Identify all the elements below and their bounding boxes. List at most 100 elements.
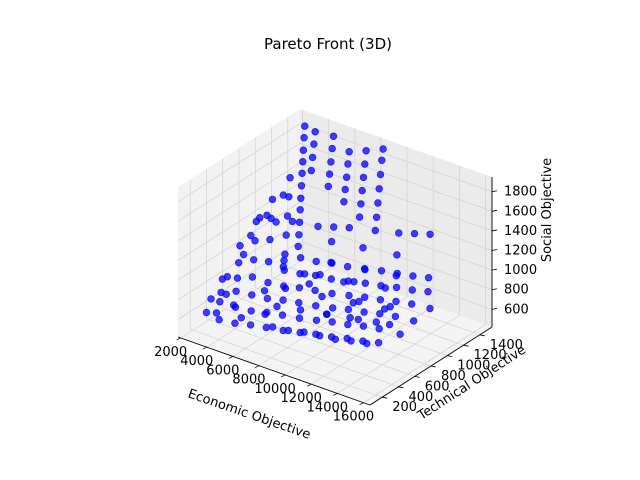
x-axis-line	[177, 336, 371, 406]
x-tick-label: 12000	[281, 391, 322, 406]
data-point	[376, 310, 384, 318]
data-point	[282, 231, 290, 239]
data-point	[392, 272, 400, 280]
data-point	[215, 315, 223, 324]
x-tick-label: 10000	[254, 382, 295, 397]
data-point	[218, 275, 227, 283]
data-points	[202, 122, 434, 348]
data-point	[361, 160, 369, 168]
data-point	[316, 271, 324, 279]
data-point	[345, 291, 353, 300]
data-point	[322, 310, 331, 318]
data-point	[299, 158, 307, 166]
data-point	[310, 140, 318, 148]
data-point	[296, 306, 305, 314]
y-tick-mark	[447, 355, 453, 357]
data-point	[235, 259, 243, 267]
data-point	[300, 328, 308, 336]
x-tick-label: 14000	[307, 400, 348, 415]
z-tick-mark	[491, 209, 498, 212]
data-point	[328, 144, 336, 153]
data-point	[268, 323, 277, 331]
data-point	[312, 257, 320, 266]
data-point	[343, 262, 352, 271]
data-point	[346, 314, 354, 322]
data-point	[349, 299, 357, 307]
data-point	[311, 128, 319, 136]
z-tick-label: 1800	[504, 185, 537, 200]
data-point	[361, 279, 369, 287]
data-point	[408, 300, 416, 308]
data-point	[305, 280, 313, 288]
data-point	[327, 275, 335, 283]
data-point	[340, 278, 348, 286]
data-point	[344, 160, 352, 168]
data-point	[236, 242, 244, 250]
y-tick-mark	[414, 376, 420, 378]
z-tick-label: 1000	[504, 263, 537, 278]
data-point	[392, 283, 401, 292]
data-point	[350, 278, 358, 286]
data-point	[222, 290, 230, 298]
y-gridline-floor	[238, 297, 432, 367]
z-tick-mark	[491, 307, 498, 310]
data-point	[381, 284, 389, 292]
y-tick-label: 600	[425, 379, 450, 394]
data-point	[361, 293, 369, 301]
data-point	[377, 267, 386, 275]
data-point	[376, 296, 385, 304]
data-point	[239, 250, 248, 259]
data-point	[261, 310, 269, 318]
data-point	[391, 312, 400, 321]
z-tick-label: 600	[504, 302, 529, 317]
data-point	[288, 217, 297, 226]
z-tick-label: 1600	[504, 204, 537, 219]
data-point	[295, 299, 303, 307]
data-point	[308, 153, 317, 162]
data-point	[318, 292, 326, 301]
data-point	[325, 170, 334, 178]
z-tick-label: 800	[504, 283, 529, 298]
z-tick-mark	[491, 249, 498, 251]
data-point	[300, 134, 308, 142]
z-gridline-left	[177, 142, 301, 222]
data-point	[312, 316, 321, 324]
data-point	[392, 297, 400, 306]
z-tick-label: 1200	[504, 244, 537, 259]
data-point	[340, 198, 348, 206]
data-point	[295, 284, 304, 292]
data-point	[281, 250, 289, 258]
data-point	[247, 231, 255, 240]
data-point	[284, 326, 292, 335]
data-point	[396, 330, 404, 338]
x-tick-mark	[359, 402, 364, 406]
z-tick-mark	[491, 268, 498, 271]
x-tick-mark	[202, 346, 207, 350]
data-point	[296, 206, 304, 214]
y-tick-mark	[479, 334, 485, 337]
chart-title: Pareto Front (3D)	[264, 35, 392, 53]
data-point	[314, 222, 322, 231]
data-point	[248, 273, 257, 281]
data-point	[294, 242, 302, 251]
data-point	[283, 212, 292, 220]
data-point	[359, 173, 368, 182]
y-tick-label: 400	[408, 390, 433, 405]
data-point	[357, 200, 365, 208]
y-gridline-floor	[255, 287, 448, 356]
x-tick-mark	[307, 383, 312, 387]
data-point	[344, 305, 353, 314]
data-point	[247, 307, 255, 315]
data-point	[424, 274, 433, 282]
x-tick-label: 4000	[180, 354, 213, 369]
data-point	[278, 311, 287, 319]
data-point	[286, 174, 294, 182]
data-point	[378, 156, 386, 165]
data-point	[375, 185, 383, 193]
data-point	[355, 213, 364, 221]
data-point	[327, 237, 336, 246]
data-point	[300, 270, 309, 278]
data-point	[372, 213, 381, 222]
data-point	[297, 194, 305, 203]
